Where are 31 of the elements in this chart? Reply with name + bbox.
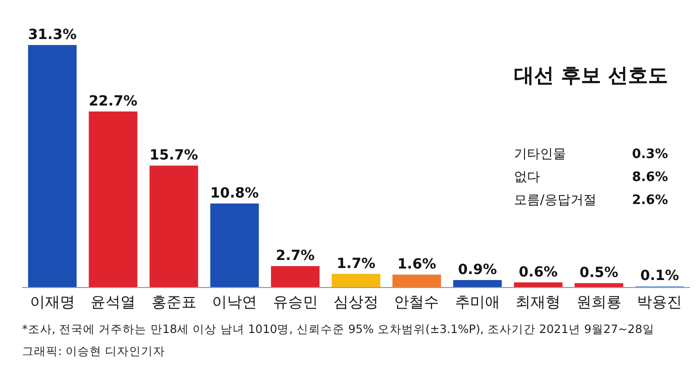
data-label: 2.7%: [276, 248, 315, 264]
annotation: 0.3%: [632, 147, 668, 162]
data-label: 10.8%: [210, 186, 259, 202]
annotation: 2.6%: [632, 193, 668, 208]
x-tick-label: 이재명: [30, 293, 75, 311]
text: 대선 후보 선호도: [514, 63, 668, 87]
text: 그래픽: 이승현 디자인기자: [22, 344, 166, 358]
x-tick-label: 유승민: [272, 293, 318, 311]
x-tick-label: 최재형: [516, 293, 561, 311]
x-tick-label: 심상정: [334, 293, 378, 311]
data-label: 1.7%: [336, 256, 376, 272]
x-tick-label: 윤석열: [90, 293, 136, 311]
data-label: 31.3%: [28, 27, 77, 43]
x-tick-label: 원희룡: [576, 293, 622, 311]
text: *조사, 전국에 거주하는 만18세 이상 남녀 1010명, 신뢰수준 95% 오차범위(±3.1%P), 조사기간 2021년 9월27~28일: [22, 322, 654, 336]
data-label: 0.9%: [458, 262, 497, 278]
data-label: 22.7%: [88, 93, 138, 110]
data-label: 15.7%: [150, 148, 198, 164]
annotation: 모름/응답거절: [514, 193, 596, 208]
annotation: 없다: [514, 170, 540, 185]
x-tick-label: 홍준표: [151, 293, 196, 311]
x-tick-label: 이낙연: [212, 293, 258, 311]
x-tick-label: 추미애: [454, 293, 500, 311]
x-tick-label: 박용진: [637, 293, 682, 311]
data-label: 0.1%: [640, 268, 680, 284]
data-label: 0.5%: [579, 265, 618, 282]
data-label: 1.6%: [397, 256, 436, 273]
annotation: 기타인물: [514, 147, 566, 162]
annotation: 8.6%: [632, 170, 668, 185]
x-tick-label: 안철수: [394, 293, 440, 311]
data-label: 0.6%: [518, 264, 558, 280]
